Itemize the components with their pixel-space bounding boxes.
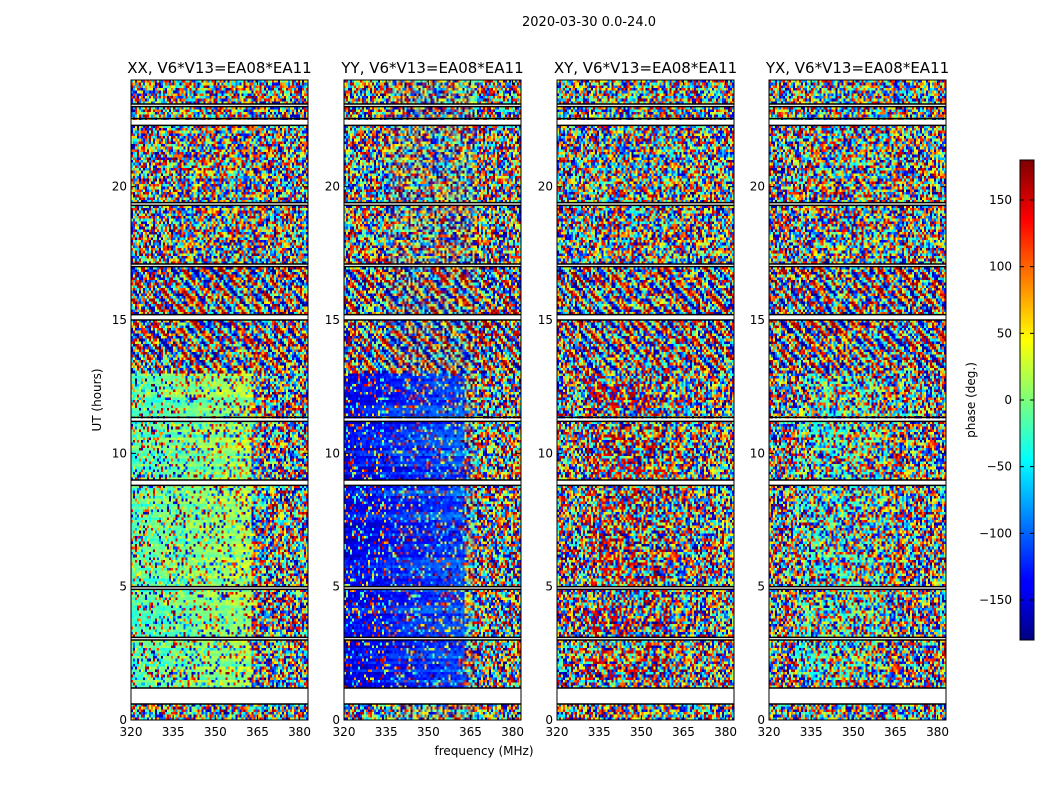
panel-1-xtick-label-3: 365	[246, 725, 269, 739]
panel-1-ytick-label-2: 10	[112, 446, 127, 460]
colorbar-tick-label-5: −100	[979, 526, 1012, 540]
panel-4-xtick-label-0: 320	[758, 725, 781, 739]
panel-3: XY, V6*V13=EA08*EA11 320 335 350 365 380 0 5 10 1…	[538, 59, 737, 739]
panel-1-heatmap	[131, 80, 308, 720]
x-axis-label: frequency (MHz)	[434, 744, 533, 758]
panel-3-xtick-label-0: 320	[546, 725, 569, 739]
panel-4-title: YX, V6*V13=EA08*EA11	[765, 59, 949, 77]
panel-4-ytick-label-3: 15	[750, 313, 765, 327]
panel-2-frame	[343, 79, 522, 721]
figure-suptitle: 2020-03-30 0.0-24.0	[522, 15, 656, 30]
panel-3-xtick-label-4: 380	[714, 725, 737, 739]
panel-2-xtick-label-0: 320	[333, 725, 356, 739]
panel-1-ytick-label-3: 15	[112, 313, 127, 327]
panel-4-xtick-label-4: 380	[926, 725, 949, 739]
panel-3-title: XY, V6*V13=EA08*EA11	[554, 59, 737, 77]
panel-1-xtick-label-0: 320	[120, 725, 143, 739]
panel-1-ytick-label-4: 20	[112, 180, 127, 194]
panel-3-xtick-label-2: 350	[630, 725, 653, 739]
panel-1-xtick-label-2: 350	[204, 725, 227, 739]
panel-1-title: XX, V6*V13=EA08*EA11	[127, 59, 311, 77]
panel-3-ytick-label-3: 15	[538, 313, 553, 327]
panel-4-xtick-label-2: 350	[842, 725, 865, 739]
colorbar-tick-label-6: −150	[979, 593, 1012, 607]
panel-4-ytick-label-0: 0	[757, 713, 765, 727]
colorbar-tick-label-0: 150	[989, 193, 1012, 207]
panel-2-ytick-label-3: 15	[325, 313, 340, 327]
panel-2-xtick-label-4: 380	[501, 725, 524, 739]
panel-4-heatmap	[769, 80, 946, 720]
panel-1-xtick-label-1: 335	[162, 725, 185, 739]
y-axis-label: UT (hours)	[90, 368, 104, 431]
panel-4-ytick-label-2: 10	[750, 446, 765, 460]
panel-2: YY, V6*V13=EA08*EA11 320 335 350 365 380 0 5 10 1…	[325, 59, 524, 739]
panel-3-frame	[556, 79, 735, 721]
panel-2-xtick-label-2: 350	[417, 725, 440, 739]
panel-2-ytick-label-2: 10	[325, 446, 340, 460]
panel-4-frame	[768, 79, 947, 721]
panel-4-ytick-label-4: 20	[750, 180, 765, 194]
colorbar-label: phase (deg.)	[964, 362, 978, 438]
panel-1-frame	[130, 79, 309, 721]
panel-1-ytick-label-1: 5	[119, 580, 127, 594]
panel-2-heatmap	[344, 80, 521, 720]
colorbar-tick-label-1: 100	[989, 260, 1012, 274]
colorbar-tick-label-3: 0	[1004, 393, 1012, 407]
panel-3-ytick-label-0: 0	[545, 713, 553, 727]
panel-2-xtick-label-1: 335	[375, 725, 398, 739]
panel-4-xtick-label-1: 335	[800, 725, 823, 739]
panel-3-heatmap	[557, 80, 734, 720]
panel-2-xtick-label-3: 365	[459, 725, 482, 739]
panel-1-ytick-label-0: 0	[119, 713, 127, 727]
colorbar-tick-label-4: −50	[987, 460, 1012, 474]
panel-1: XX, V6*V13=EA08*EA11 320 335 350 365 380 0 5 10 1…	[112, 59, 312, 739]
panel-3-xtick-label-1: 335	[588, 725, 611, 739]
panel-3-ytick-label-1: 5	[545, 580, 553, 594]
panel-3-ytick-label-4: 20	[538, 180, 553, 194]
panel-4-xtick-label-3: 365	[884, 725, 907, 739]
panel-3-ytick-label-2: 10	[538, 446, 553, 460]
panel-4-ytick-label-1: 5	[757, 580, 765, 594]
panel-2-ytick-label-4: 20	[325, 180, 340, 194]
panel-2-ytick-label-1: 5	[332, 580, 340, 594]
panel-2-ytick-label-0: 0	[332, 713, 340, 727]
panel-2-title: YY, V6*V13=EA08*EA11	[340, 59, 523, 77]
panel-4: YX, V6*V13=EA08*EA11 320 335 350 365 380 0 5 10 1…	[750, 59, 949, 739]
colorbar-tick-label-2: 50	[997, 326, 1012, 340]
panel-3-xtick-label-3: 365	[672, 725, 695, 739]
colorbar: 150 100 50 0 −50 −100 −150 phase (deg.)	[964, 159, 1035, 641]
panel-1-xtick-label-4: 380	[288, 725, 311, 739]
